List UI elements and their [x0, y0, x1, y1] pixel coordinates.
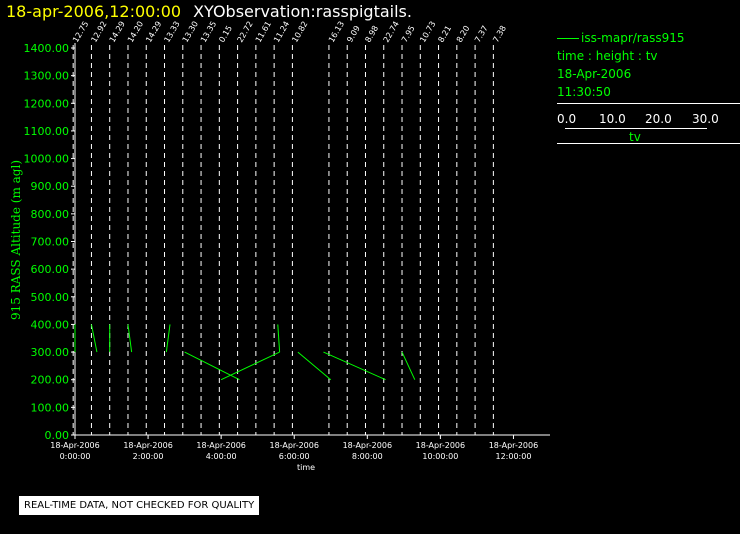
profile-trace — [90, 324, 98, 353]
profile-trace — [184, 351, 240, 381]
profile-top-label: 13.33 — [162, 20, 181, 44]
x-tick-time: 2:00:00 — [133, 452, 164, 461]
profile-top-label: 8.98 — [363, 24, 380, 44]
scale-name: tv — [629, 130, 641, 144]
profile-trace — [323, 351, 386, 381]
quality-disclaimer: REAL-TIME DATA, NOT CHECKED FOR QUALITY — [19, 496, 260, 515]
profile-trace — [297, 351, 332, 381]
y-tick-label: 1000.00 — [24, 153, 70, 166]
profile-top-label: 10.82 — [290, 20, 309, 44]
x-tick-time: 0:00:00 — [60, 452, 91, 461]
legend-time: 11:30:50 — [557, 85, 611, 99]
profile-top-label: 8.20 — [455, 24, 472, 44]
legend-variables: time : height : tv — [557, 49, 658, 63]
scale-tick: 30.0 — [692, 112, 719, 126]
profile-top-label: 8.21 — [436, 24, 453, 44]
y-tick-label: 400.00 — [31, 318, 70, 331]
profile-top-labels: 12.75 12.92 14.29 14.20 14.29 13.33 13.30 13.35… — [71, 20, 508, 44]
chart-axes — [71, 43, 550, 439]
legend-date: 18-Apr-2006 — [557, 67, 632, 81]
y-tick-label: 500.00 — [31, 291, 70, 304]
scale-tick: 20.0 — [645, 112, 672, 126]
scale-bottom-line — [557, 143, 740, 144]
profile-series — [74, 324, 416, 381]
profile-trace — [277, 324, 281, 353]
x-tick-date: 18-Apr-2006 — [50, 441, 99, 450]
y-tick-label: 0.00 — [45, 429, 70, 442]
y-tick-label: 900.00 — [31, 180, 70, 193]
header-title: XYObservation:rasspigtails. — [193, 2, 412, 21]
x-axis-label: time — [297, 463, 315, 472]
x-tick-date: 18-Apr-2006 — [269, 441, 318, 450]
scale-axis-line — [565, 128, 707, 129]
profile-top-label: 11.61 — [254, 20, 273, 44]
y-tick-label: 800.00 — [31, 208, 70, 221]
profile-top-label: 12.75 — [71, 20, 90, 44]
y-tick-label: 1100.00 — [24, 125, 70, 138]
profile-top-label: 16.13 — [327, 20, 346, 44]
x-tick-date: 18-Apr-2006 — [343, 441, 392, 450]
profile-trace — [127, 324, 133, 353]
y-tick-label: 200.00 — [31, 374, 70, 387]
profile-trace — [165, 324, 171, 353]
x-tick-date: 18-Apr-2006 — [489, 441, 538, 450]
y-axis-label: 915 RASS Altitude (m agl) — [9, 160, 23, 320]
profile-top-label: 7.95 — [400, 24, 417, 44]
profile-top-label: 14.20 — [126, 20, 145, 44]
profile-top-label: 11.24 — [272, 20, 291, 44]
scale-tick: 0.0 — [557, 112, 577, 126]
x-tick-labels: 18-Apr-2006 0:00:00 18-Apr-2006 2:00:00 18-A… — [50, 441, 538, 461]
x-tick-time: 4:00:00 — [206, 452, 237, 461]
profile-top-label: 12.92 — [89, 20, 108, 44]
y-tick-label: 1400.00 — [24, 42, 70, 55]
profile-top-label: 13.30 — [181, 20, 200, 44]
legend-divider — [557, 103, 740, 104]
profile-trace — [220, 351, 280, 381]
profile-top-label: 13.35 — [199, 20, 218, 44]
y-tick-label: 700.00 — [31, 236, 70, 249]
y-tick-label: 100.00 — [31, 401, 70, 414]
profile-guides — [72, 45, 494, 435]
profile-top-label: 22.74 — [382, 20, 401, 44]
y-tick-label: 1300.00 — [24, 70, 70, 83]
y-tick-label: 300.00 — [31, 346, 70, 359]
profile-top-label: 14.29 — [144, 20, 163, 44]
plot-header: 18-apr-2006,12:00:00 XYObservation:rasspi… — [6, 2, 412, 21]
x-tick-date: 18-Apr-2006 — [196, 441, 245, 450]
x-tick-time: 10:00:00 — [422, 452, 458, 461]
header-datetime: 18-apr-2006,12:00:00 — [6, 2, 182, 21]
x-tick-time: 8:00:00 — [352, 452, 383, 461]
profile-top-label: 0.15 — [217, 24, 234, 44]
scale-tick: 10.0 — [599, 112, 626, 126]
profile-top-label: 9.09 — [345, 24, 362, 44]
legend-series-name: iss-mapr/rass915 — [581, 31, 685, 45]
legend: iss-mapr/rass915 time : height : tv 18-A… — [557, 29, 740, 144]
legend-line-swatch — [557, 38, 579, 39]
profile-top-label: 22.72 — [236, 20, 255, 44]
profile-top-label: 10.73 — [418, 20, 437, 44]
tv-scale-bar: 0.0 10.0 20.0 30.0 tv — [557, 110, 740, 144]
y-tick-labels: 0.00 100.00 200.00 300.00 400.00 500.00 600.00… — [24, 42, 70, 442]
x-tick-date: 18-Apr-2006 — [123, 441, 172, 450]
legend-series-row: iss-mapr/rass915 — [557, 29, 740, 47]
profile-top-label: 14.29 — [108, 20, 127, 44]
y-tick-label: 600.00 — [31, 263, 70, 276]
y-tick-label: 1200.00 — [24, 97, 70, 110]
profile-trace — [401, 351, 416, 380]
x-tick-time: 6:00:00 — [279, 452, 310, 461]
profile-top-label: 7.38 — [491, 24, 508, 44]
x-tick-time: 12:00:00 — [495, 452, 531, 461]
x-tick-date: 18-Apr-2006 — [416, 441, 465, 450]
profile-top-label: 7.37 — [473, 24, 490, 44]
